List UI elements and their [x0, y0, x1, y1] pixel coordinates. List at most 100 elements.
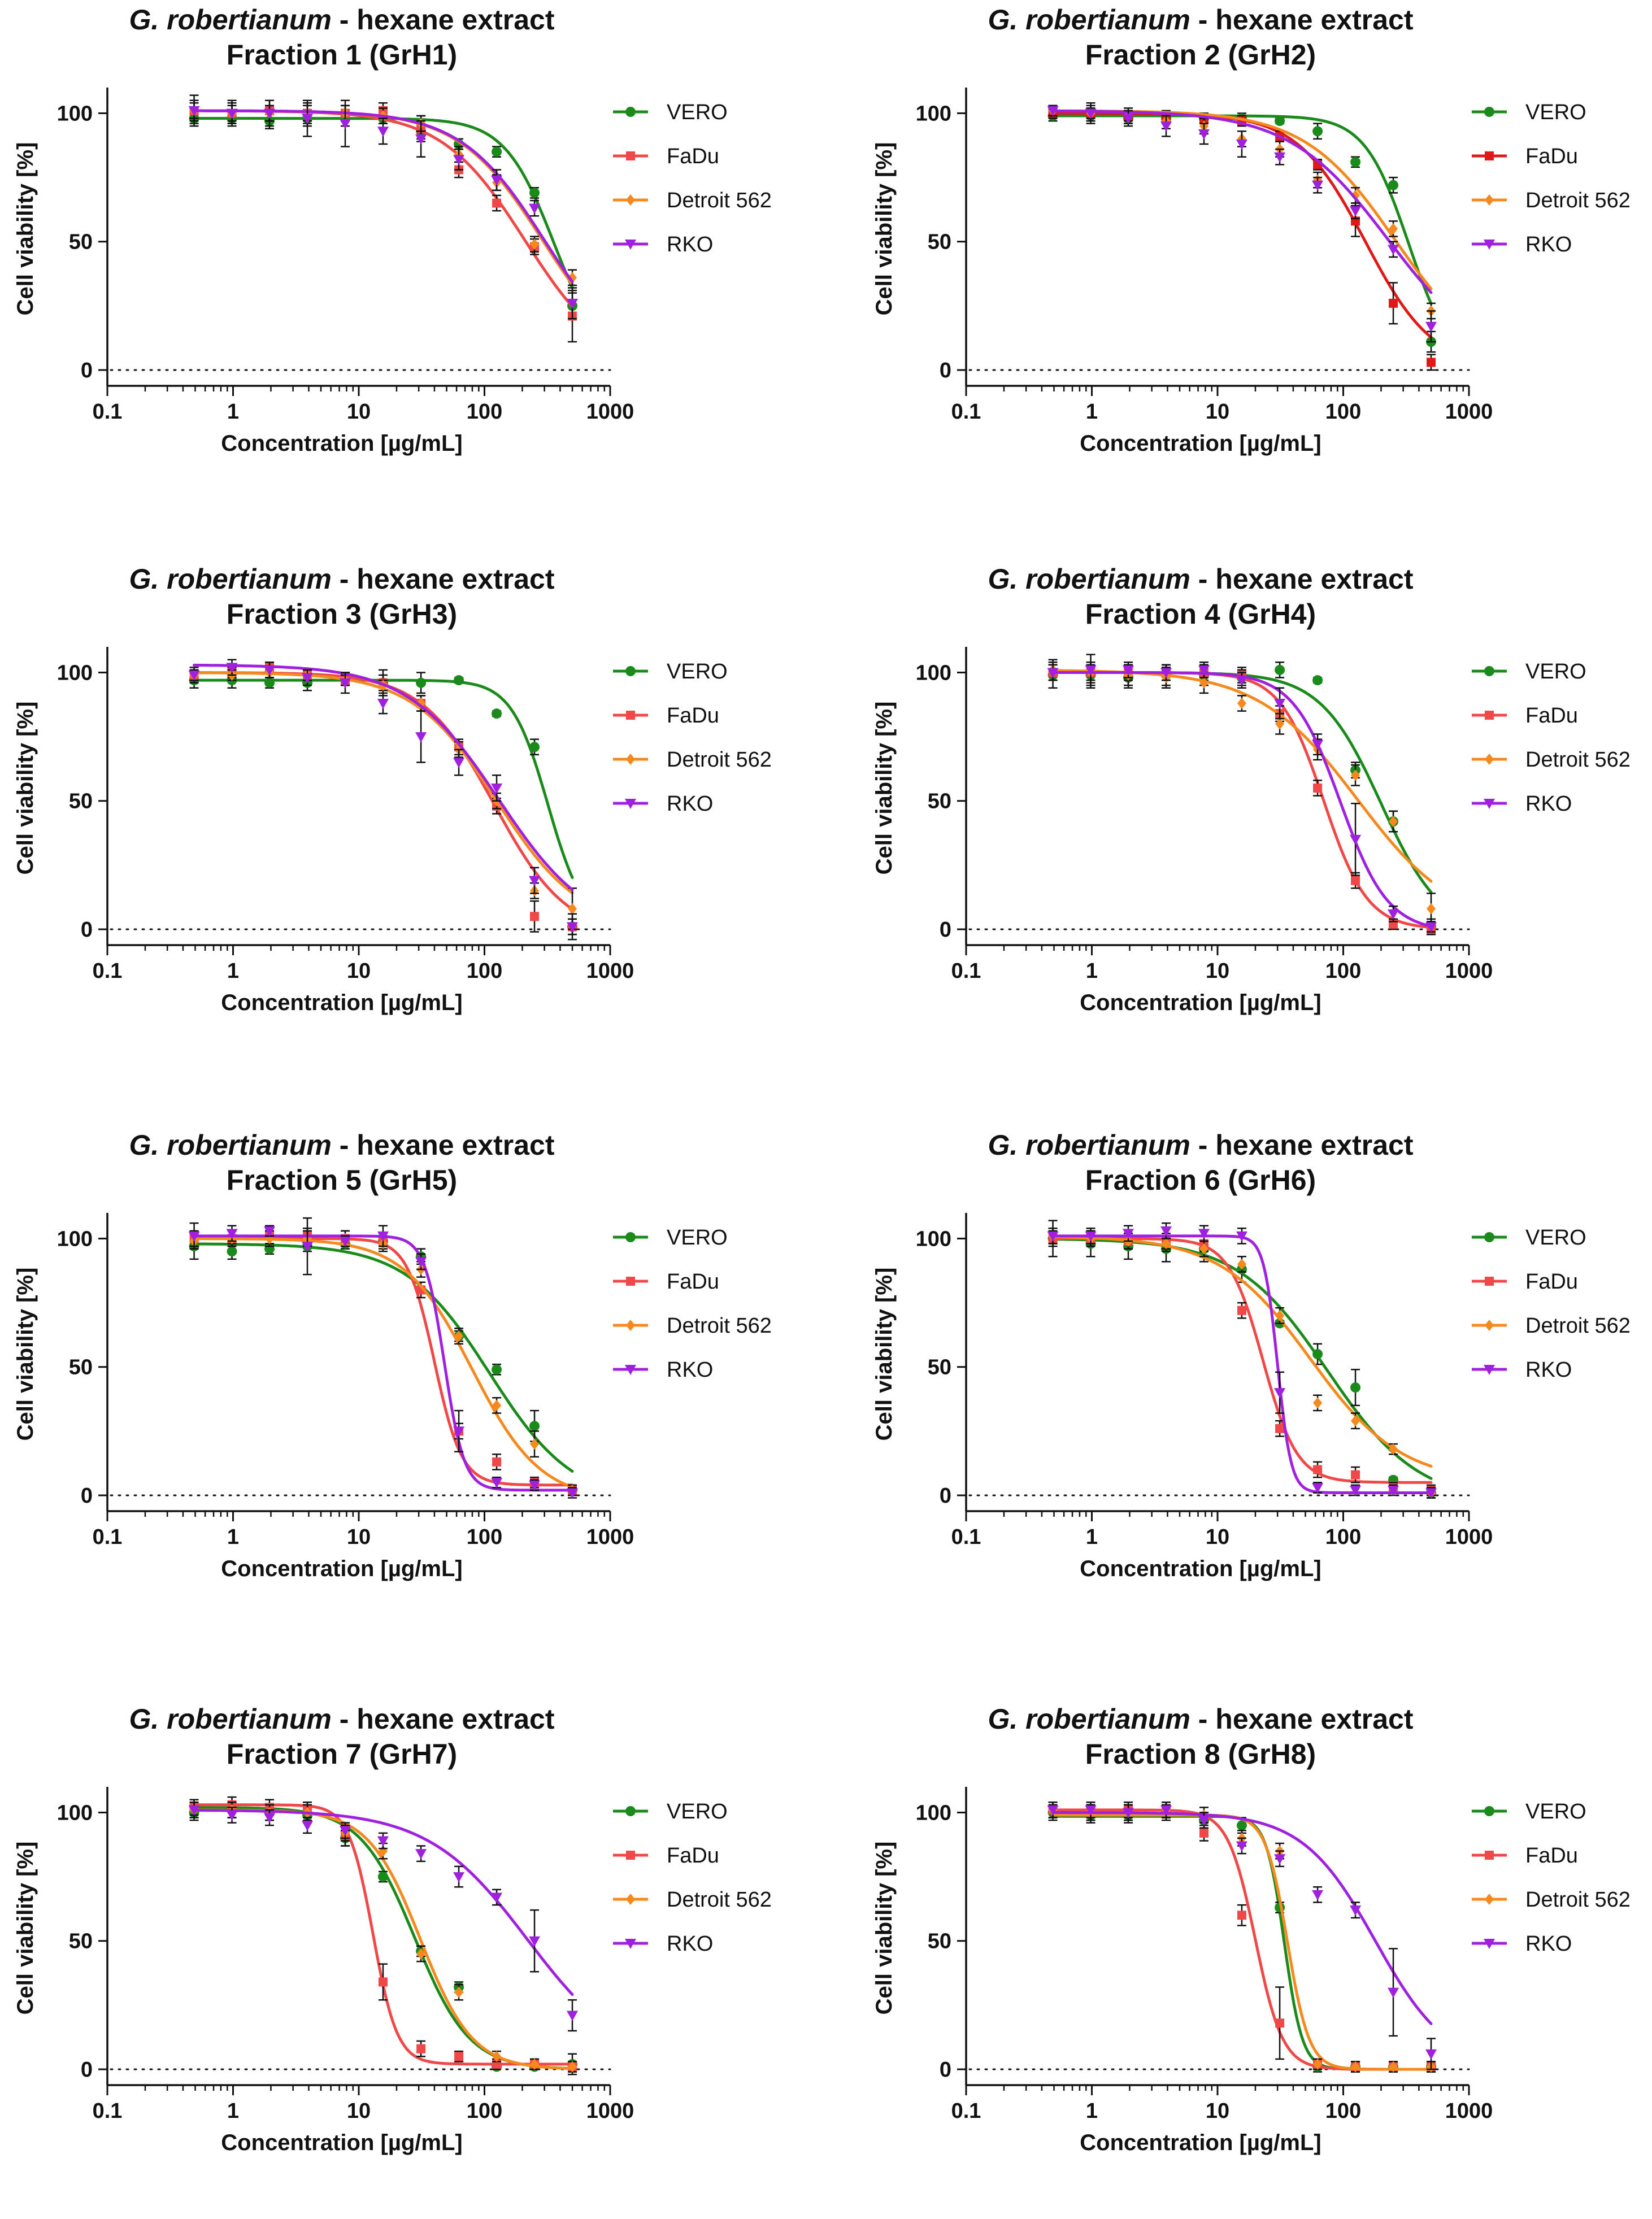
legend-label-vero: VERO	[667, 660, 728, 684]
x-tick-label: 1	[227, 2099, 239, 2123]
chart-title-species: G. robertianum	[988, 4, 1190, 36]
legend-marker	[1485, 711, 1494, 720]
chart-title: G. robertianum - hexane extract	[988, 4, 1413, 36]
data-point-rko	[1123, 114, 1134, 124]
data-point-rko	[1123, 1229, 1134, 1239]
x-tick-label: 100	[1325, 1525, 1361, 1549]
y-tick-label: 0	[940, 918, 951, 942]
legend-marker	[1484, 240, 1495, 250]
data-point-rko	[1047, 668, 1059, 678]
x-tick-label: 1000	[586, 400, 634, 424]
data-point-rko	[453, 1872, 465, 1883]
data-point-detroit-562	[1389, 1443, 1398, 1455]
x-tick-label: 1000	[586, 1525, 634, 1549]
legend-label-fadu: FaDu	[667, 1844, 719, 1868]
chart-title-species: G. robertianum	[988, 1703, 1190, 1735]
data-point-rko	[567, 1488, 579, 1499]
data-point-detroit-562	[492, 2051, 502, 2063]
chart-title: G. robertianum - hexane extract	[129, 4, 554, 36]
data-point-detroit-562	[1313, 2058, 1323, 2070]
data-point-fadu	[1351, 1470, 1360, 1480]
data-point-vero	[529, 188, 540, 198]
legend-label-detroit-562: Detroit 562	[667, 189, 772, 212]
x-tick-label: 100	[1325, 400, 1361, 424]
fit-curve-detroit-562	[193, 1237, 574, 1489]
data-point-vero	[1312, 1349, 1323, 1359]
legend-label-rko: RKO	[667, 1932, 713, 1956]
data-point-fadu	[492, 198, 502, 208]
chart-title-suffix: - hexane extract	[1190, 1129, 1414, 1161]
data-point-rko	[264, 665, 276, 676]
data-point-vero	[1350, 156, 1361, 167]
data-point-detroit-562	[530, 2058, 540, 2070]
y-tick-label: 50	[928, 1356, 951, 1380]
x-tick-label: 100	[467, 1525, 502, 1549]
chart-title-suffix: - hexane extract	[332, 563, 555, 595]
y-axis-label: Cell viability [%]	[872, 1268, 897, 1441]
legend-label-fadu: FaDu	[1525, 1844, 1578, 1868]
legend-label-detroit-562: Detroit 562	[667, 1888, 772, 1912]
legend-label-vero: VERO	[1525, 660, 1586, 684]
y-tick-label: 50	[928, 1930, 951, 1953]
data-point-detroit-562	[1199, 677, 1208, 689]
legend-label-vero: VERO	[667, 101, 728, 124]
legend-marker	[1484, 799, 1495, 809]
data-point-rko	[226, 663, 238, 673]
legend-marker	[1484, 1232, 1494, 1242]
legend-label-vero: VERO	[1525, 1226, 1586, 1250]
data-point-detroit-562	[568, 2061, 577, 2073]
data-point-fadu	[1237, 1306, 1246, 1315]
x-tick-label: 1	[1086, 400, 1098, 424]
y-axis-label: Cell viability [%]	[872, 702, 897, 875]
data-point-rko	[339, 1826, 351, 1837]
legend-label-detroit-562: Detroit 562	[667, 1314, 772, 1338]
chart-title-species: G. robertianum	[129, 1129, 331, 1161]
chart-title: G. robertianum - hexane extract	[129, 1703, 554, 1735]
data-point-fadu	[454, 2052, 464, 2061]
legend-label-vero: VERO	[1525, 1800, 1586, 1824]
fit-curve-vero	[193, 1242, 574, 1473]
chart-panel-5: G. robertianum - hexane extractFraction …	[13, 1129, 772, 1581]
data-point-fadu	[492, 1457, 502, 1467]
x-tick-label: 10	[347, 1525, 371, 1549]
data-point-rko	[491, 784, 503, 794]
x-tick-label: 1	[1086, 959, 1098, 983]
legend-label-fadu: FaDu	[1525, 704, 1578, 728]
chart-title-suffix: - hexane extract	[1190, 4, 1414, 36]
x-tick-label: 100	[1325, 959, 1361, 983]
data-point-detroit-562	[568, 903, 577, 915]
legend-marker	[1485, 194, 1494, 206]
data-point-fadu	[1199, 1828, 1208, 1838]
x-tick-label: 100	[467, 2099, 502, 2123]
legend-marker	[1485, 151, 1494, 160]
x-tick-label: 10	[347, 2099, 371, 2123]
data-point-rko	[188, 106, 200, 116]
chart-subtitle: Fraction 2 (GrH2)	[1085, 39, 1316, 71]
chart-title: G. robertianum - hexane extract	[988, 563, 1413, 595]
y-tick-label: 50	[69, 790, 93, 813]
data-point-rko	[188, 1805, 200, 1816]
legend-marker	[625, 1232, 636, 1242]
data-point-rko	[1123, 665, 1134, 676]
data-point-rko	[415, 732, 427, 743]
data-point-detroit-562	[1389, 2061, 1398, 2073]
x-tick-label: 1	[227, 400, 239, 424]
data-point-rko	[567, 298, 579, 309]
data-point-rko	[339, 678, 351, 689]
legend-label-fadu: FaDu	[1525, 145, 1578, 168]
data-point-rko	[529, 1936, 541, 1947]
chart-panel-7: G. robertianum - hexane extractFraction …	[13, 1703, 772, 2155]
data-point-detroit-562	[1427, 903, 1436, 915]
legend-label-rko: RKO	[667, 792, 713, 816]
x-tick-label: 0.1	[951, 2099, 981, 2123]
legend-label-detroit-562: Detroit 562	[1525, 189, 1631, 212]
chart-title: G. robertianum - hexane extract	[129, 563, 554, 595]
data-point-rko	[1236, 140, 1247, 150]
x-axis-label: Concentration [µg/mL]	[221, 990, 462, 1015]
legend-marker	[625, 1365, 636, 1375]
legend-label-fadu: FaDu	[667, 145, 719, 168]
data-point-rko	[1425, 1488, 1437, 1499]
data-point-fadu	[1313, 1465, 1323, 1474]
data-point-rko	[264, 108, 276, 119]
